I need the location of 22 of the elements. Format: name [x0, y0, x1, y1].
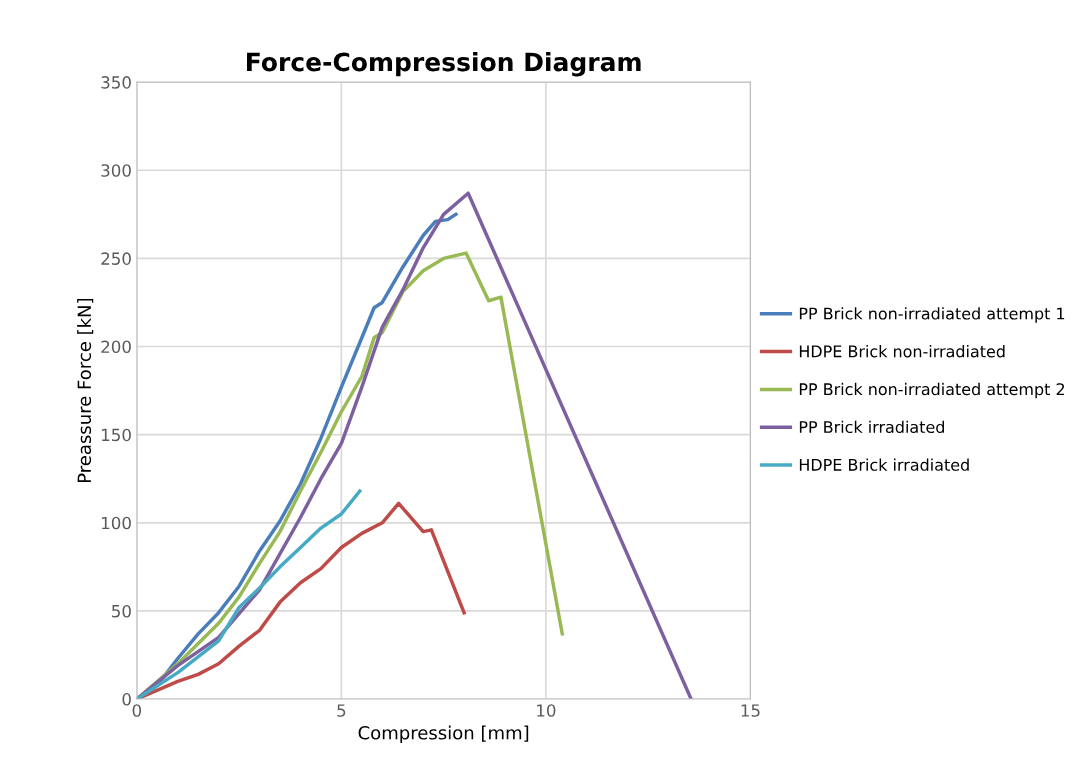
x-axis-title: Compression [mm] — [358, 725, 529, 744]
legend-label: HDPE Brick non-irradiated — [799, 345, 1005, 358]
x-tick-label: 5 — [337, 704, 346, 717]
legend-label: HDPE Brick irradiated — [799, 458, 969, 471]
y-tick-label: 100 — [101, 516, 131, 530]
y-tick-label: 250 — [101, 252, 131, 265]
y-tick-label: 300 — [101, 164, 131, 177]
chart-title: Force-Compression Diagram — [247, 52, 641, 77]
line-series — [136, 191, 693, 700]
y-tick-label: 50 — [112, 604, 131, 618]
legend-label: PP Brick non-irradiated attempt 2 — [799, 382, 1065, 399]
x-tick-label: 10 — [537, 704, 556, 717]
y-tick-label: 150 — [101, 428, 131, 442]
y-tick-label: 350 — [101, 76, 131, 89]
y-tick-label: 0 — [122, 693, 131, 706]
y-tick-label: 200 — [101, 340, 131, 354]
x-tick-label: 15 — [741, 704, 760, 717]
legend-label: PP Brick non-irradiated attempt 1 — [799, 307, 1065, 323]
legend-label: PP Brick irradiated — [799, 420, 944, 434]
line-series — [136, 489, 362, 700]
x-tick-label: 0 — [132, 704, 142, 717]
y-axis-title: Preassure Force [kN] — [77, 298, 94, 483]
